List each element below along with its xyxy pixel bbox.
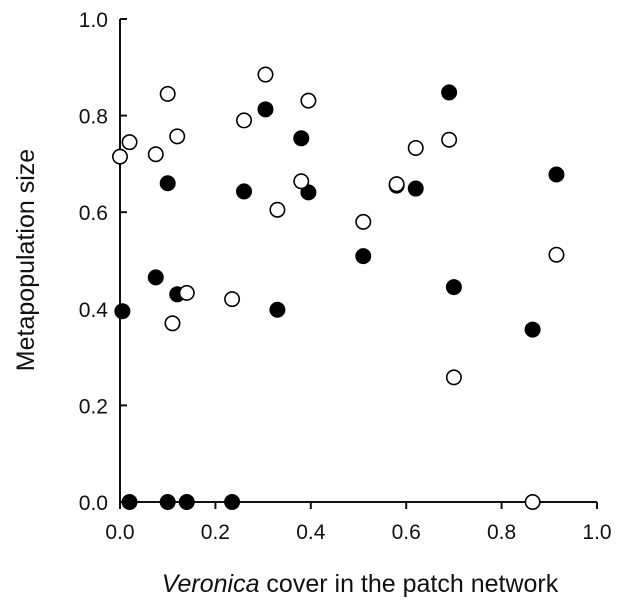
y-tick-label: 0.0 (79, 492, 108, 515)
open-data-point (164, 315, 181, 332)
x-tick-label: 0.4 (296, 521, 326, 544)
open-data-point (224, 291, 241, 308)
filled-data-point (159, 493, 176, 510)
open-data-point (112, 148, 129, 165)
open-data-point (407, 139, 424, 156)
filled-data-point (524, 321, 541, 338)
x-tick-label: 0.0 (105, 521, 134, 544)
open-data-point (524, 493, 541, 510)
filled-data-point (441, 84, 458, 101)
filled-data-point (178, 493, 195, 510)
open-data-point (147, 146, 164, 163)
filled-data-point (548, 166, 565, 183)
ticks: 0.0 0.2 0.4 0.6 0.8 1.0 0.0 0.2 0.4 0.6 0.8 1.0 (79, 9, 612, 544)
open-data-point (169, 128, 186, 145)
x-axis-label-italic: Veronica (162, 570, 260, 598)
filled-data-point (407, 180, 424, 197)
y-tick-label: 0.6 (79, 202, 108, 225)
open-data-point (355, 213, 372, 230)
filled-data-point (236, 183, 253, 200)
data-points (112, 66, 565, 510)
x-tick-label: 0.6 (392, 521, 421, 544)
x-axis-label-rest: cover in the patch network (259, 570, 558, 598)
open-data-point (293, 173, 310, 190)
x-axis-label: Veronica cover in the patch network (162, 570, 559, 598)
x-tick-label: 0.2 (201, 521, 230, 544)
filled-data-point (114, 303, 131, 320)
y-tick-label: 0.4 (79, 299, 109, 322)
open-data-point (445, 369, 462, 386)
filled-data-point (445, 279, 462, 296)
open-data-point (300, 92, 317, 109)
open-data-point (121, 134, 138, 151)
filled-data-point (355, 248, 372, 265)
y-tick-label: 0.2 (79, 395, 108, 418)
filled-data-point (121, 493, 138, 510)
x-tick-label: 1.0 (582, 521, 611, 544)
filled-data-point (224, 493, 241, 510)
y-tick-label: 1.0 (79, 9, 108, 32)
open-data-point (388, 176, 405, 193)
filled-data-point (147, 269, 164, 286)
filled-data-point (269, 301, 286, 318)
y-axis-label: Metapopulation size (12, 149, 40, 371)
filled-data-point (159, 175, 176, 192)
filled-data-point (293, 130, 310, 147)
open-data-point (441, 131, 458, 148)
open-data-point (269, 201, 286, 218)
open-data-point (548, 246, 565, 263)
x-tick-label: 0.8 (487, 521, 516, 544)
open-data-point (159, 85, 176, 102)
y-tick-label: 0.8 (79, 106, 108, 129)
filled-data-point (257, 101, 274, 118)
open-data-point (178, 284, 195, 301)
open-data-point (257, 66, 274, 83)
axes (119, 19, 597, 503)
filled-data-point (300, 184, 317, 201)
open-data-point (236, 112, 253, 129)
